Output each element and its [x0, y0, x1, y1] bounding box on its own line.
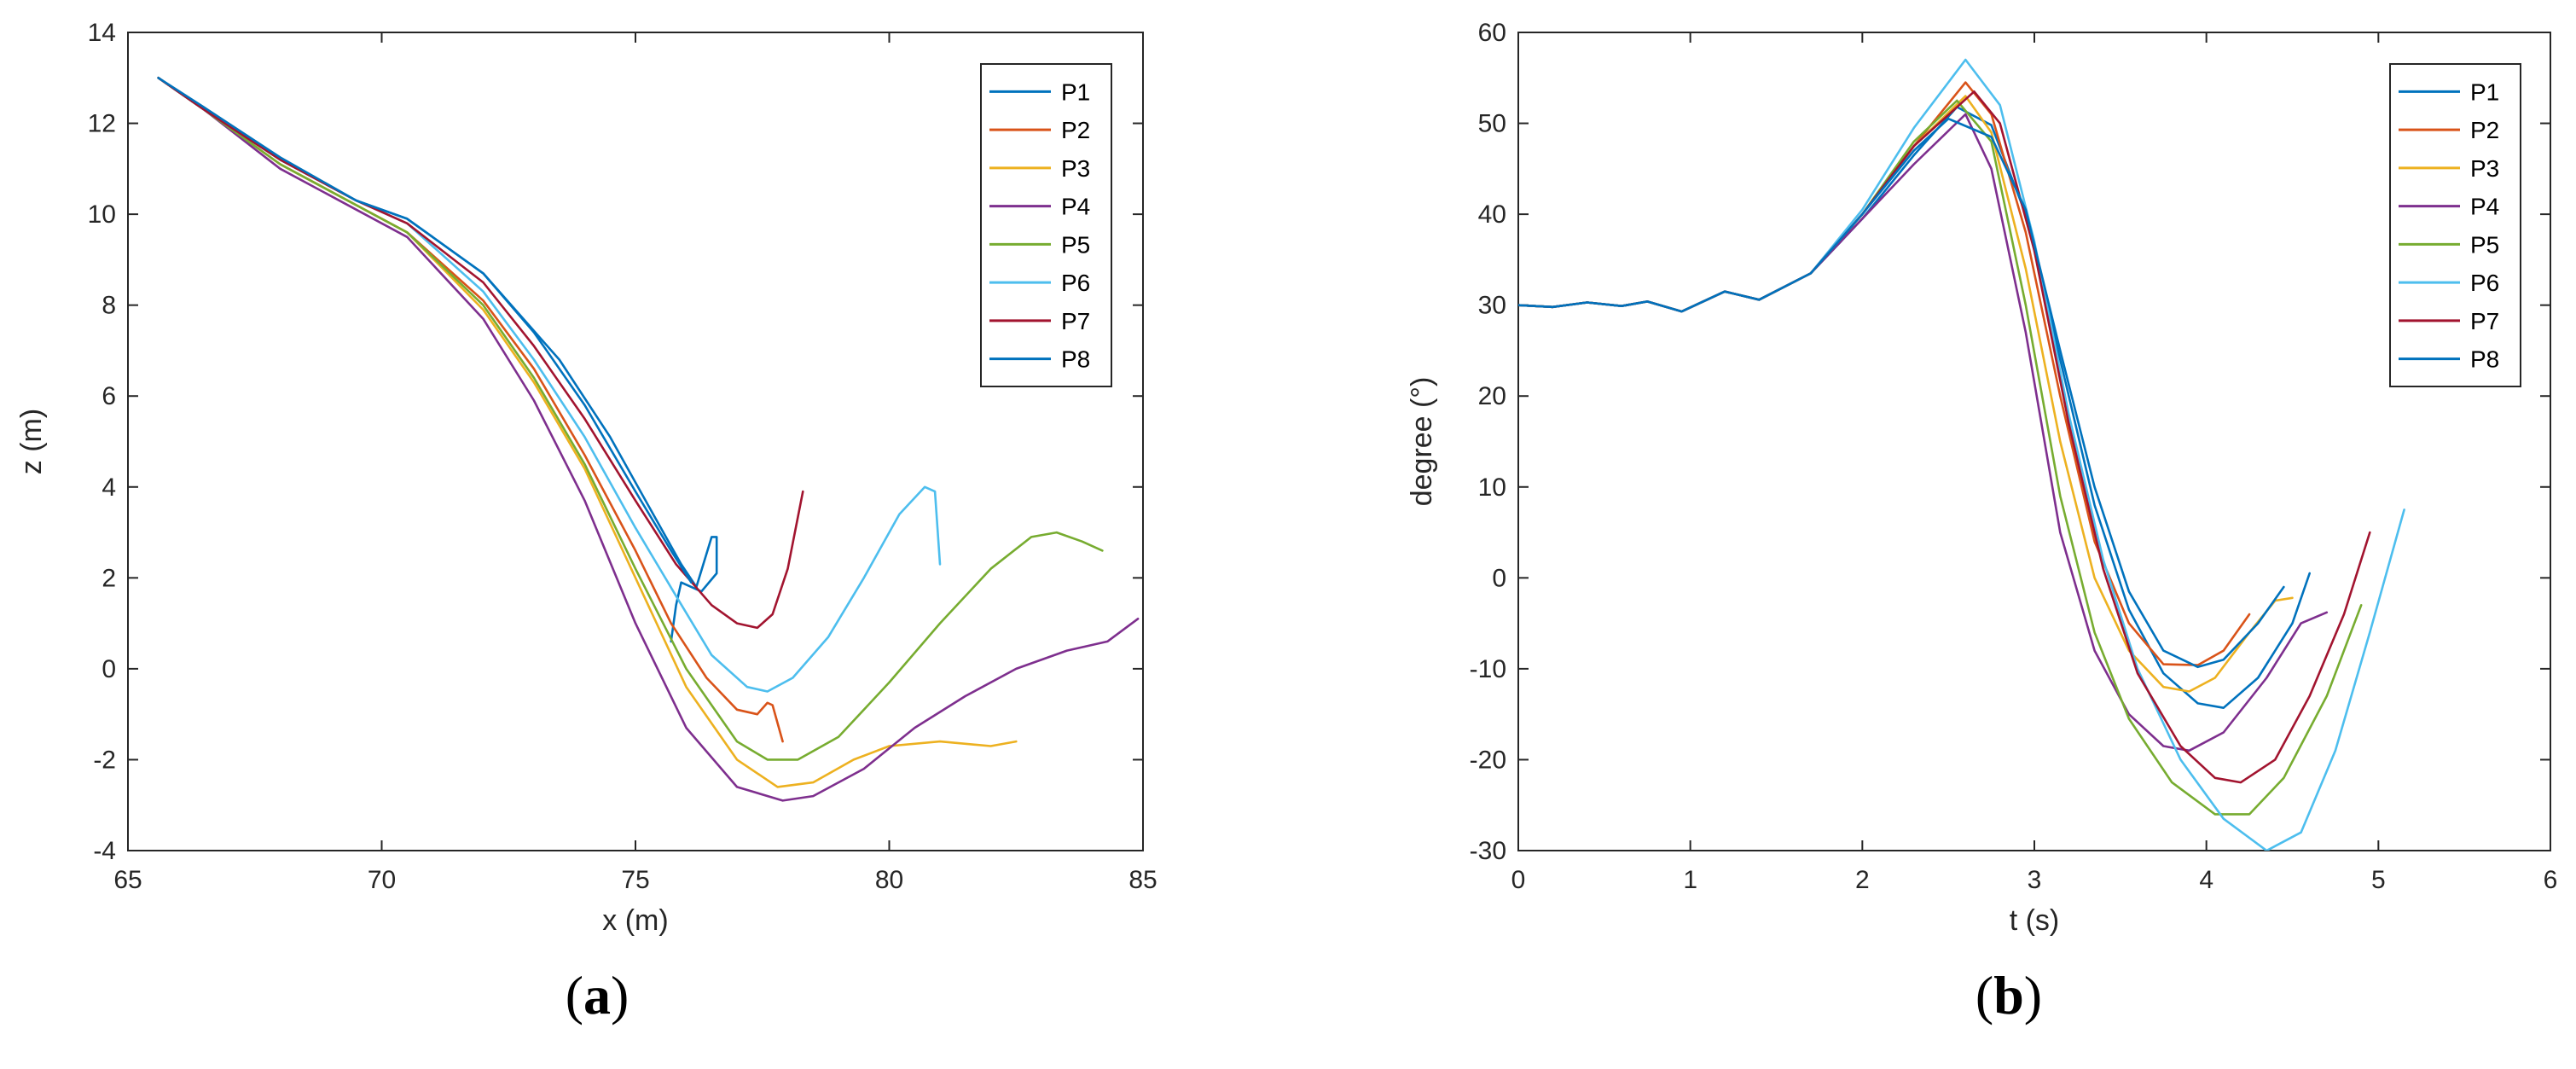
legend-box — [980, 63, 1112, 387]
y-tick-label: -10 — [1470, 655, 1506, 683]
x-tick-label: 65 — [113, 866, 142, 894]
chart-b: 0 1 2 3 4 5 6 -30 -20 -10 0 10 20 30 40 50 60 t (s) degree… — [1406, 19, 2557, 1025]
y-tick-label: 60 — [1478, 19, 1506, 47]
y-tick-label: 12 — [88, 110, 116, 138]
legend-label: P1 — [1061, 78, 1090, 105]
legend-label: P5 — [1061, 231, 1090, 258]
legend-label: P8 — [2470, 346, 2499, 373]
x-tick-label: 2 — [1855, 866, 1870, 894]
x-tick-label: 70 — [368, 866, 396, 894]
y-tick-label: 10 — [1478, 473, 1506, 502]
y-axis-label: degree (°) — [1406, 377, 1438, 507]
y-tick-label: 0 — [1492, 564, 1506, 592]
x-tick-label: 0 — [1511, 866, 1526, 894]
legend-label: P7 — [1061, 308, 1090, 334]
legend-box — [2389, 63, 2521, 387]
x-axis-label: t (s) — [2010, 904, 2060, 937]
legend: P1 P2 P3 P4 P5 P6 P7 P8 — [2389, 63, 2521, 387]
series-line-p8 — [157, 77, 693, 584]
legend-label: P3 — [1061, 155, 1090, 182]
y-tick-label: -20 — [1470, 746, 1506, 774]
series-group — [1518, 58, 2405, 851]
x-tick-label: 5 — [2371, 866, 2386, 894]
y-tick-label: 4 — [102, 473, 116, 502]
caption-letter: b — [1993, 965, 2024, 1025]
series-line-p4 — [157, 77, 1140, 802]
x-tick-label: 6 — [2544, 866, 2558, 894]
legend-label: P2 — [2470, 117, 2499, 143]
y-tick-label: 6 — [102, 382, 116, 410]
legend-label: P6 — [2470, 270, 2499, 296]
y-axis-label: z (m) — [15, 409, 48, 474]
caption-open: ( — [566, 965, 583, 1025]
caption-close: ) — [611, 965, 629, 1025]
y-tick-label: 8 — [102, 292, 116, 320]
y-tick-label: 40 — [1478, 200, 1506, 229]
y-tick-label: -4 — [93, 837, 116, 865]
panel-caption: (a) — [566, 965, 629, 1025]
x-tick-label: 1 — [1683, 866, 1697, 894]
series-line-p8 — [1518, 117, 2285, 669]
legend-label: P7 — [2470, 308, 2499, 334]
caption-close: ) — [2024, 965, 2042, 1025]
y-tick-label: 20 — [1478, 382, 1506, 410]
y-tick-label: 10 — [88, 200, 116, 229]
legend: P1 P2 P3 P4 P5 P6 P7 P8 — [980, 63, 1112, 387]
x-tick-label: 85 — [1128, 866, 1157, 894]
y-tick-label: 2 — [102, 564, 116, 592]
y-tick-label: 14 — [88, 19, 116, 47]
y-tick-label: 50 — [1478, 110, 1506, 138]
y-tick-label: -30 — [1470, 837, 1506, 865]
series-group — [157, 77, 1140, 802]
legend-label: P8 — [1061, 346, 1090, 373]
legend-label: P2 — [1061, 117, 1090, 143]
x-tick-label: 3 — [2028, 866, 2042, 894]
legend-label: P3 — [2470, 155, 2499, 182]
legend-label: P1 — [2470, 78, 2499, 105]
panel-caption: (b) — [1976, 965, 2042, 1025]
x-axis-label: x (m) — [602, 904, 668, 937]
legend-label: P6 — [1061, 270, 1090, 296]
y-tick-label: 30 — [1478, 292, 1506, 320]
x-tick-label: 75 — [621, 866, 649, 894]
x-tick-label: 80 — [875, 866, 903, 894]
legend-label: P4 — [2470, 194, 2499, 220]
legend-label: P5 — [2470, 231, 2499, 258]
legend-label: P4 — [1061, 194, 1090, 220]
y-tick-label: -2 — [93, 746, 116, 774]
y-tick-label: 0 — [102, 655, 116, 683]
series-line-p5 — [157, 77, 1104, 761]
x-tick-label: 4 — [2199, 866, 2213, 894]
caption-letter: a — [583, 965, 611, 1025]
plot-area-b — [1517, 32, 2551, 851]
caption-open: ( — [1976, 965, 1993, 1025]
